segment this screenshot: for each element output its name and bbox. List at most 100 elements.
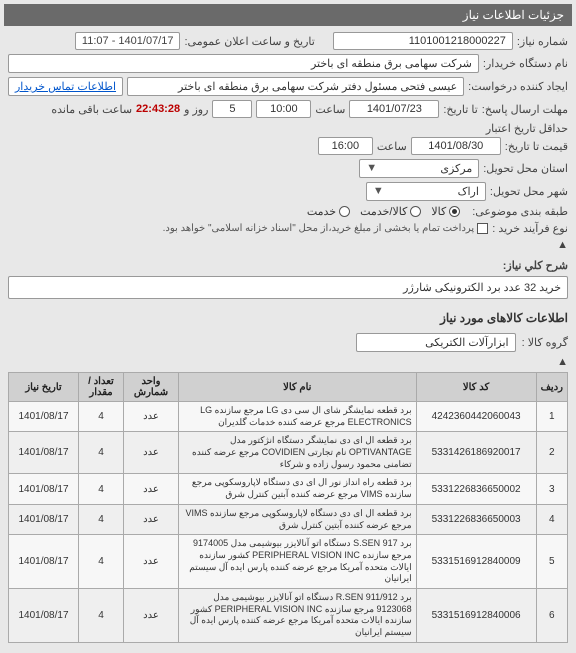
toggle-arrow-2[interactable]: ▲ xyxy=(557,356,568,368)
cell-qty: 4 xyxy=(79,432,124,474)
cell-date: 1401/08/17 xyxy=(9,535,79,589)
remaining-suffix: ساعت باقی مانده xyxy=(51,103,132,116)
col-idx-header: ردیف xyxy=(536,373,567,402)
cell-code: 5331226836650002 xyxy=(416,474,536,504)
purchase-type-label: نوع فرآیند خرید : xyxy=(492,222,568,235)
cell-name: برد R.SEN 911/912 دستگاه اتو آنالایزر بی… xyxy=(179,588,417,642)
contact-link[interactable]: اطلاعات تماس خریدار xyxy=(8,77,123,96)
desc-text-box: خرید 32 عدد برد الکترونیکی شارژر xyxy=(8,276,568,299)
table-row[interactable]: 45331226836650003برد قطعه ال ای دی دستگا… xyxy=(9,504,568,534)
table-row[interactable]: 65331516912840006برد R.SEN 911/912 دستگا… xyxy=(9,588,568,642)
category-option-goods[interactable]: کالا xyxy=(431,205,460,218)
category-option-service[interactable]: خدمت xyxy=(307,205,350,218)
panel-title: جزئیات اطلاعات نیاز xyxy=(463,8,564,22)
cell-date: 1401/08/17 xyxy=(9,432,79,474)
reply-date-field: 1401/07/23 xyxy=(349,100,439,118)
radio-icon xyxy=(339,206,350,217)
col-code-header: کد کالا xyxy=(416,373,536,402)
radio-label: کالا/خدمت xyxy=(360,205,407,218)
validity-deadline-label: حداقل تاریخ اعتبار xyxy=(486,122,568,135)
table-header-row: ردیف کد کالا نام کالا واحد شمارش تعداد /… xyxy=(9,373,568,402)
purchase-note-text: پرداخت تمام یا بخشی از مبلغ خرید،از محل … xyxy=(163,223,475,234)
cell-code: 4242360442060043 xyxy=(416,402,536,432)
validity-time-field: 16:00 xyxy=(318,137,373,155)
cell-date: 1401/08/17 xyxy=(9,588,79,642)
announce-label: تاریخ و ساعت اعلان عمومی: xyxy=(184,35,314,48)
cell-idx: 5 xyxy=(536,535,567,589)
toggle-arrow[interactable]: ▲ xyxy=(557,239,568,251)
radio-label: کالا xyxy=(431,205,446,218)
radio-label: خدمت xyxy=(307,205,336,218)
cell-unit: عدد xyxy=(124,474,179,504)
cell-name: برد قطعه ال ای دی دستگاه لاپاروسکوپی مرج… xyxy=(179,504,417,534)
reply-until-label: تا تاریخ: xyxy=(443,103,477,116)
category-label: طبقه بندی موضوعی: xyxy=(472,205,568,218)
buyer-org-label: نام دستگاه خریدار: xyxy=(483,57,568,70)
buyer-org-field: شرکت سهامی برق منطقه ای باختر xyxy=(8,54,479,73)
days-remaining-label: روز و xyxy=(184,103,208,116)
cell-qty: 4 xyxy=(79,474,124,504)
city-field[interactable]: اراک ▼ xyxy=(366,182,486,201)
form-section: شماره نیاز: 1101001218000227 تاریخ و ساع… xyxy=(4,26,572,649)
cell-unit: عدد xyxy=(124,402,179,432)
need-no-field: 1101001218000227 xyxy=(333,32,513,50)
panel-header: جزئیات اطلاعات نیاز xyxy=(4,4,572,26)
checkbox-icon xyxy=(477,223,488,234)
col-unit-header: واحد شمارش xyxy=(124,373,179,402)
validity-sub-label: قیمت تا تاریخ: xyxy=(505,140,568,153)
items-table: ردیف کد کالا نام کالا واحد شمارش تعداد /… xyxy=(8,372,568,643)
time-label-2: ساعت xyxy=(377,140,407,153)
cell-name: برد قطعه نمایشگر شای ال سی دی LG مرجع سا… xyxy=(179,402,417,432)
cell-code: 5331516912840006 xyxy=(416,588,536,642)
chevron-down-icon: ▼ xyxy=(366,162,377,174)
days-remaining-field: 5 xyxy=(212,100,252,118)
cell-name: برد قطعه راه انداز نور ال ای دی دستگاه ل… xyxy=(179,474,417,504)
cell-idx: 1 xyxy=(536,402,567,432)
radio-icon xyxy=(449,206,460,217)
chevron-down-icon: ▼ xyxy=(373,185,384,197)
cell-unit: عدد xyxy=(124,588,179,642)
time-label-1: ساعت xyxy=(315,103,345,116)
validity-date-field: 1401/08/30 xyxy=(411,137,501,155)
cell-idx: 4 xyxy=(536,504,567,534)
requester-field: عیسی فتحی مسئول دفتر شرکت سهامی برق منطق… xyxy=(127,77,464,96)
cell-qty: 4 xyxy=(79,504,124,534)
cell-code: 5331226836650003 xyxy=(416,504,536,534)
purchase-note-checkbox[interactable]: پرداخت تمام یا بخشی از مبلغ خرید،از محل … xyxy=(163,223,489,234)
announce-value: 1401/07/17 - 11:07 xyxy=(75,32,181,50)
items-table-wrap: ردیف کد کالا نام کالا واحد شمارش تعداد /… xyxy=(8,372,568,643)
cell-qty: 4 xyxy=(79,535,124,589)
cell-date: 1401/08/17 xyxy=(9,504,79,534)
col-date-header: تاریخ نیاز xyxy=(9,373,79,402)
province-label: استان محل تحویل: xyxy=(483,162,568,175)
cell-unit: عدد xyxy=(124,432,179,474)
cell-code: 5331516912840009 xyxy=(416,535,536,589)
table-row[interactable]: 25331426186920017برد قطعه ال ای دی نمایش… xyxy=(9,432,568,474)
province-value: مرکزی xyxy=(440,163,472,175)
items-section-title: اطلاعات کالاهای مورد نیاز xyxy=(8,307,568,329)
description-section: شرح كلي نیاز: خرید 32 عدد برد الکترونیکی… xyxy=(8,259,568,299)
cell-idx: 2 xyxy=(536,432,567,474)
cell-idx: 6 xyxy=(536,588,567,642)
cell-code: 5331426186920017 xyxy=(416,432,536,474)
col-qty-header: تعداد / مقدار xyxy=(79,373,124,402)
cell-unit: عدد xyxy=(124,504,179,534)
cell-qty: 4 xyxy=(79,402,124,432)
radio-icon xyxy=(410,206,421,217)
reply-time-field: 10:00 xyxy=(256,100,311,118)
requester-label: ایجاد کننده درخواست: xyxy=(468,80,568,93)
category-option-goods-service[interactable]: کالا/خدمت xyxy=(360,205,421,218)
need-no-label: شماره نیاز: xyxy=(517,35,568,48)
group-label: گروه کالا : xyxy=(522,336,568,349)
group-field: ابزارآلات الکتریکی xyxy=(356,333,516,352)
city-value: اراک xyxy=(458,186,479,198)
cell-idx: 3 xyxy=(536,474,567,504)
city-label: شهر محل تحویل: xyxy=(490,185,568,198)
cell-date: 1401/08/17 xyxy=(9,402,79,432)
category-radio-group: کالا کالا/خدمت خدمت xyxy=(307,205,460,218)
table-row[interactable]: 55331516912840009برد S.SEN 917 دستگاه ات… xyxy=(9,535,568,589)
cell-name: برد S.SEN 917 دستگاه اتو آنالایزر بیوشیم… xyxy=(179,535,417,589)
province-field[interactable]: مرکزی ▼ xyxy=(359,159,479,178)
table-row[interactable]: 35331226836650002برد قطعه راه انداز نور … xyxy=(9,474,568,504)
table-row[interactable]: 14242360442060043برد قطعه نمایشگر شای ال… xyxy=(9,402,568,432)
